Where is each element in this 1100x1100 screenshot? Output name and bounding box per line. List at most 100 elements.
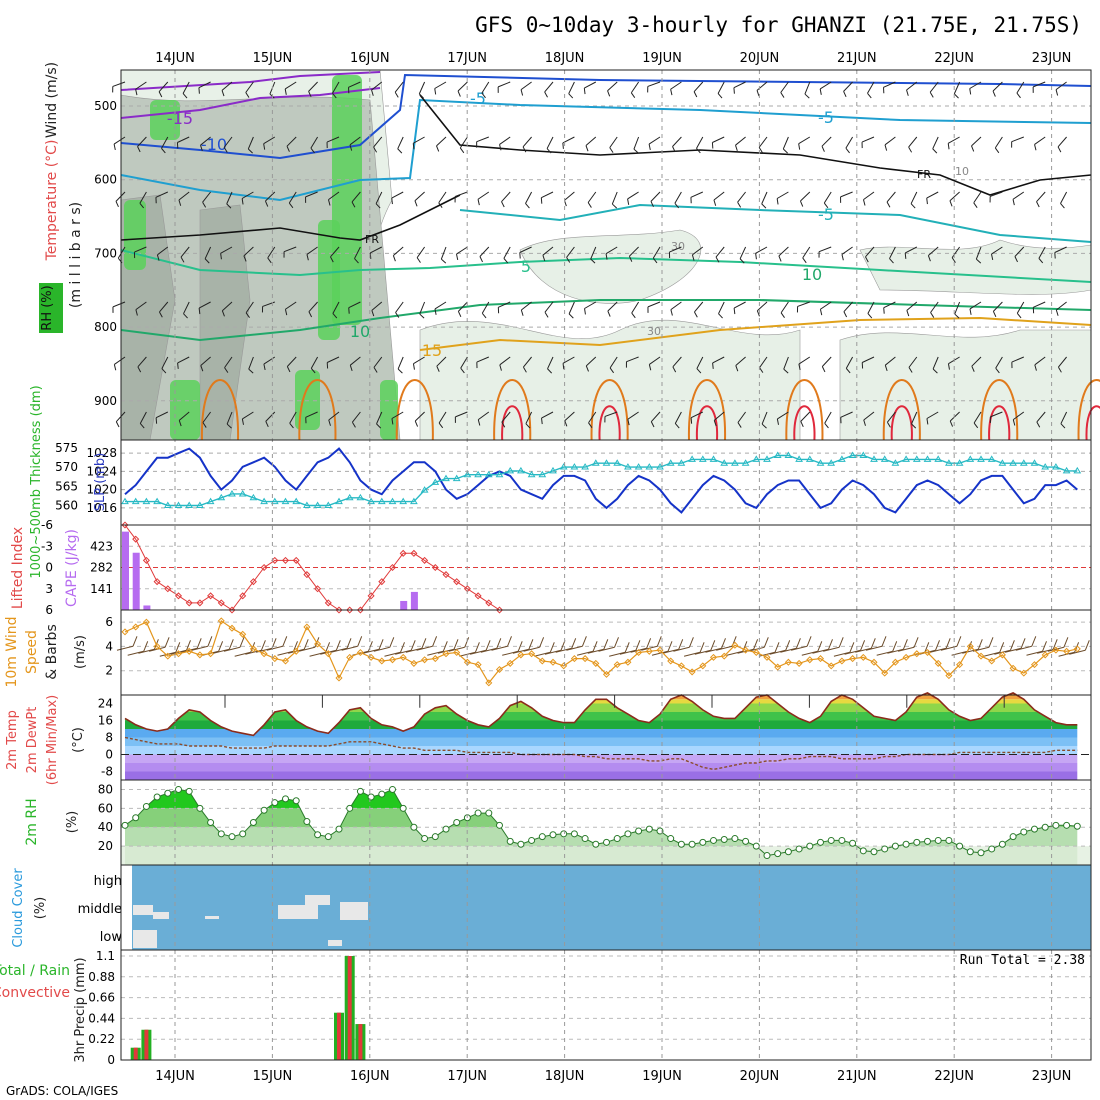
barb-staff (373, 356, 383, 368)
barb-flag (1055, 89, 1059, 96)
rh-marker (731, 835, 739, 843)
thickness-marker (998, 459, 1007, 466)
upper-wind-barb (158, 81, 169, 98)
barb-staff (115, 191, 126, 202)
barb-staff (242, 411, 254, 420)
barb-flag (611, 203, 618, 209)
thickness-marker (538, 470, 547, 478)
date-label-bottom-22JUN: 22JUN (934, 1069, 974, 1084)
surface-wind-barb (234, 651, 251, 657)
upper-wind-barb (305, 411, 318, 424)
upper-wind-barb (436, 356, 447, 372)
rh-marker (517, 840, 525, 848)
upper-wind-barb (843, 301, 853, 318)
upper-wind-barb (778, 246, 789, 262)
barb-flag (631, 312, 636, 319)
lifted-index-marker (303, 571, 311, 579)
upper-wind-barb (226, 411, 233, 429)
thickness-marker (174, 501, 183, 508)
barb-staff (670, 301, 682, 311)
surface-wind-barb (512, 648, 530, 654)
barb-staff (139, 411, 147, 424)
pressure-axis-label: (m i l l i b a r s) (68, 202, 84, 308)
rh-marker (688, 840, 696, 848)
barb-staff (263, 356, 276, 365)
barb-staff (761, 411, 768, 425)
upper-wind-barb (454, 411, 468, 423)
barb-staff (1016, 301, 1025, 314)
upper-wind-barb (733, 301, 746, 315)
upper-wind-barb (159, 301, 169, 318)
wind-speed-marker (720, 652, 728, 660)
upper-wind-barb (310, 136, 319, 154)
barb-staff (584, 81, 597, 89)
date-label-bottom-21JUN: 21JUN (837, 1069, 877, 1084)
barb-staff (562, 136, 575, 144)
wind-unit: (m/s) (73, 635, 88, 669)
thickness-marker (1062, 466, 1071, 474)
barb-flag (1036, 201, 1040, 208)
upper-wind-barb (861, 136, 875, 149)
thickness-marker (816, 459, 825, 466)
barb-staff (157, 246, 169, 256)
barb-flag (245, 312, 250, 318)
barb-staff (498, 301, 511, 308)
lifted-index-marker (399, 549, 407, 557)
upper-wind-barb (927, 246, 939, 262)
barb-staff (1060, 191, 1068, 204)
barb-staff (155, 411, 169, 419)
barb-flag (477, 199, 480, 206)
thickness-marker (1030, 459, 1039, 466)
upper-wind-barb (284, 301, 297, 316)
lifted-index-marker (431, 563, 439, 572)
wind-speed-marker (977, 652, 985, 660)
rh-marker (496, 821, 503, 829)
lifted-index-marker (281, 556, 290, 564)
rh-marker (153, 793, 161, 801)
upper-wind-barb (371, 301, 383, 317)
upper-wind-barb (204, 246, 212, 264)
barb-flag (284, 309, 288, 316)
upper-wind-barb (1014, 246, 1025, 263)
upper-wind-barb (477, 191, 490, 206)
barb-staff (332, 301, 340, 314)
barb-flag (590, 258, 596, 264)
barb-flag (867, 92, 872, 99)
barb-staff (503, 246, 511, 259)
barb-staff (520, 81, 532, 91)
rh-marker (378, 790, 386, 798)
barb-flag (438, 422, 444, 429)
wind-speed-marker (281, 657, 290, 665)
upper-wind-barb (286, 356, 297, 373)
isotherm-minus-15 (120, 87, 381, 119)
barb-flag (633, 148, 639, 154)
barb-flag (562, 363, 565, 370)
barb-staff (117, 246, 126, 259)
barb-staff (611, 191, 618, 205)
barb-staff (973, 191, 982, 204)
barb-flag (1012, 199, 1015, 206)
barb-staff (202, 411, 212, 423)
thickness-marker (987, 455, 996, 462)
rh-marker (870, 848, 878, 856)
upper-wind-barb (113, 136, 126, 151)
temp-tick-0: 0 (105, 748, 113, 762)
wind-speed-marker (881, 669, 889, 677)
precip-tick-0.44: 0.44 (88, 1011, 115, 1025)
barb-staff (286, 356, 297, 367)
surface-wind-barb-flag (945, 638, 951, 649)
wind-speed-marker (1063, 647, 1071, 655)
barb-staff (780, 81, 789, 93)
date-label-top-15JUN: 15JUN (253, 51, 293, 66)
barb-flag (178, 420, 182, 427)
barb-staff (604, 411, 618, 417)
thickness-marker (377, 497, 386, 505)
rh-marker (260, 806, 268, 814)
thickness-marker (891, 459, 900, 466)
barb-flag (949, 420, 954, 427)
barb-staff (481, 81, 490, 94)
barb-staff (867, 81, 875, 94)
lifted-index-marker (174, 592, 183, 600)
label-dewpt: 2m DewPt (25, 707, 40, 774)
